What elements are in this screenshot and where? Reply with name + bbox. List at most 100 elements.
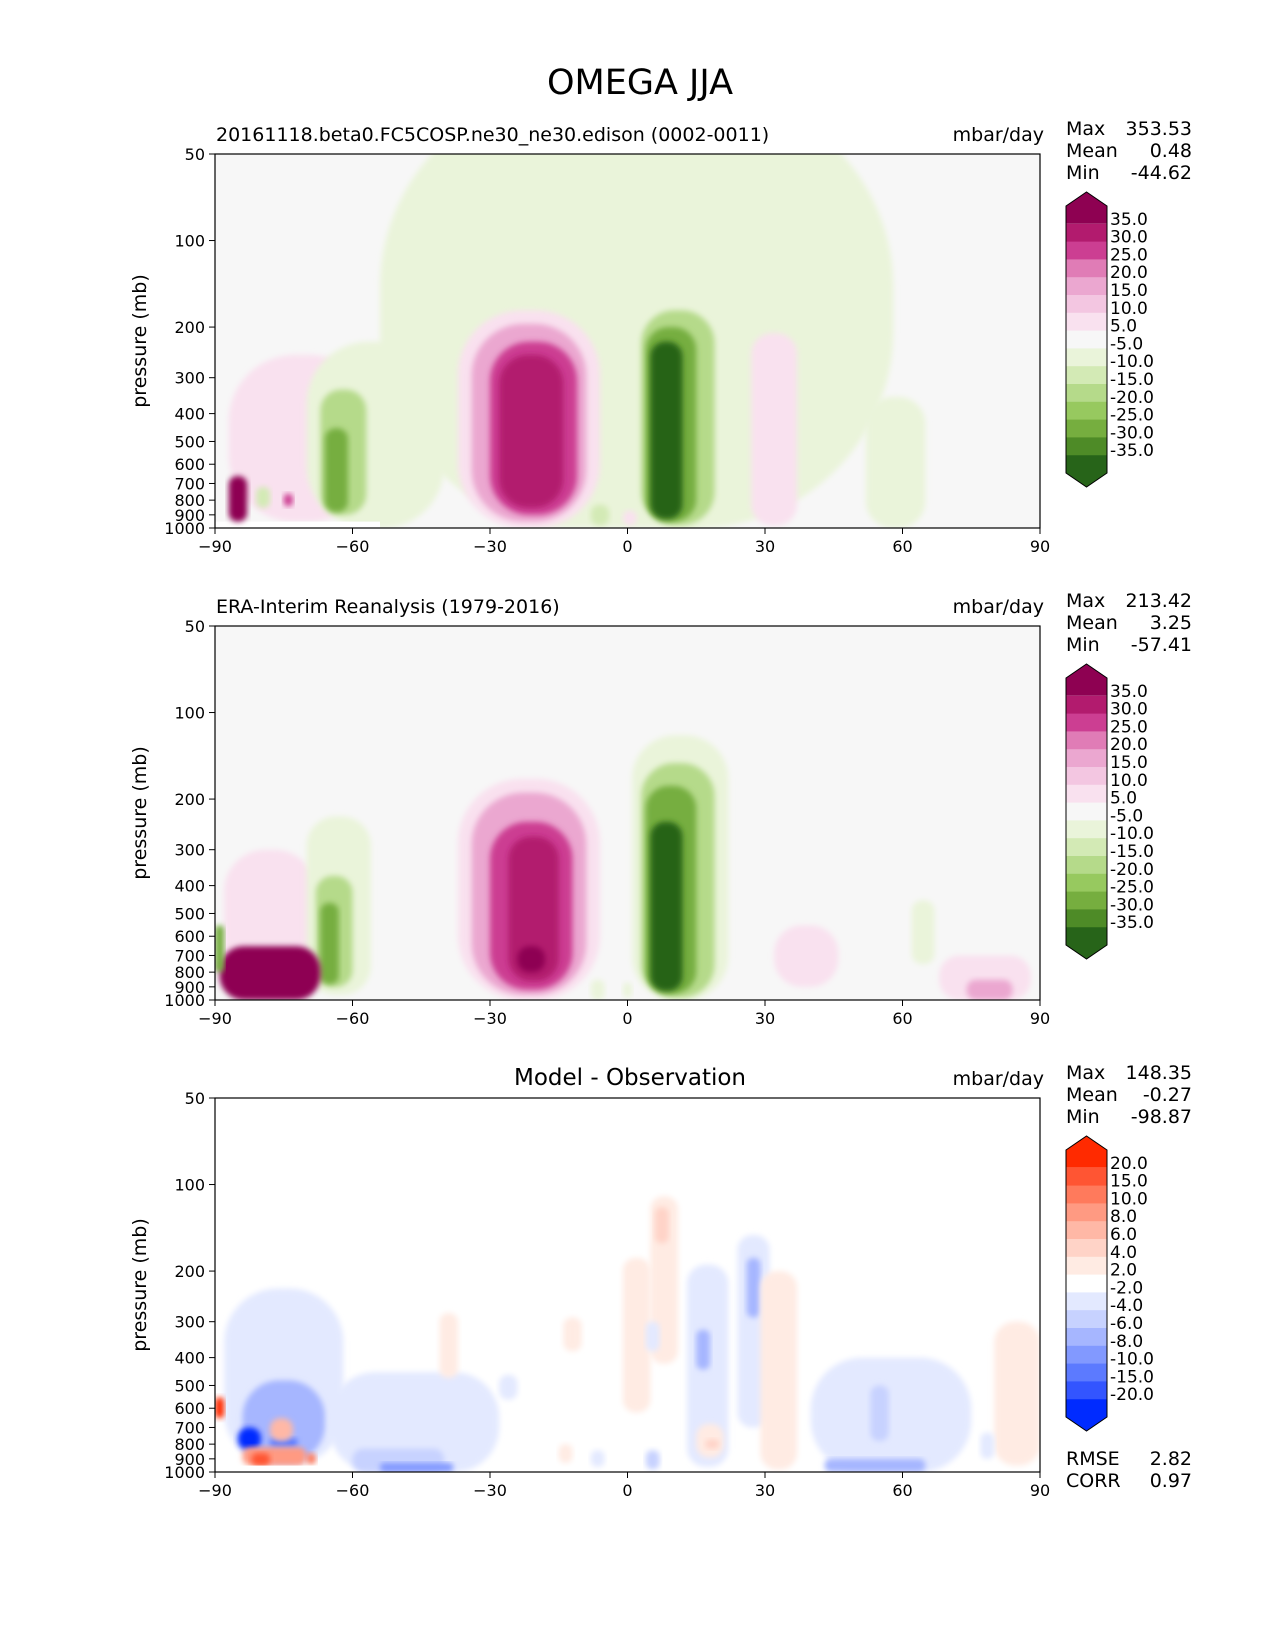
y-tick-label-diff-0: 50: [185, 1089, 205, 1108]
contour-region-diff-7: [306, 1453, 316, 1465]
colorbar-swatch-diff-9: [1066, 1310, 1107, 1329]
contour-region-diff-30: [810, 1357, 972, 1472]
colorbar-swatch-obs-2: [1066, 713, 1107, 732]
colorbar-swatch-model-7: [1066, 330, 1107, 349]
colorbar-label-diff-1: 15.0: [1110, 1172, 1148, 1192]
colorbar-label-obs-10: -20.0: [1110, 860, 1154, 880]
contour-region-diff-5: [251, 1453, 270, 1466]
colorbar-swatch-obs-9: [1066, 838, 1107, 857]
x-tick-label-obs-1: −60: [336, 1009, 370, 1028]
colorbar-label-model-2: 25.0: [1110, 245, 1148, 265]
panel-diff-contours: [215, 1196, 1040, 1472]
contour-region-model-17: [215, 521, 380, 528]
colorbar-label-obs-11: -25.0: [1110, 878, 1154, 898]
colorbar-label-diff-8: -4.0: [1110, 1296, 1143, 1316]
colorbar-label-obs-5: 10.0: [1110, 771, 1148, 791]
x-tick-label-diff-6: 90: [1030, 1481, 1050, 1500]
colorbar-swatch-diff-7: [1066, 1274, 1107, 1293]
contour-region-model-12: [650, 341, 683, 519]
x-tick-label-obs-2: −30: [473, 1009, 507, 1028]
colorbar-label-diff-0: 20.0: [1110, 1154, 1148, 1174]
colorbar-label-diff-7: -2.0: [1110, 1278, 1143, 1298]
panel-model-ylabel: pressure (mb): [129, 274, 151, 408]
colorbar-label-model-9: -15.0: [1110, 370, 1154, 390]
colorbar-label-obs-3: 20.0: [1110, 735, 1148, 755]
colorbar-swatch-model-8: [1066, 348, 1107, 367]
y-tick-label-obs-4: 400: [174, 877, 205, 896]
colorbar-swatch-diff-3: [1066, 1203, 1107, 1222]
y-tick-label-model-8: 800: [174, 491, 205, 510]
x-tick-label-model-1: −60: [336, 537, 370, 556]
y-tick-label-model-7: 700: [174, 474, 205, 493]
panel-diff-min-label: Min: [1066, 1106, 1100, 1128]
colorbar-label-diff-3: 8.0: [1110, 1207, 1137, 1227]
colorbar-label-obs-4: 15.0: [1110, 753, 1148, 773]
panel-diff-max-label: Max: [1066, 1062, 1105, 1084]
panel-model-max-label: Max: [1066, 118, 1105, 140]
colorbar-outline-obs: [1065, 663, 1108, 960]
contour-region-obs-10: [517, 946, 545, 973]
contour-region-model-19: [256, 486, 270, 508]
colorbar-label-model-8: -10.0: [1110, 352, 1154, 372]
x-tick-label-obs-5: 60: [892, 1009, 912, 1028]
y-tick-label-model-9: 900: [174, 506, 205, 525]
x-tick-label-obs-6: 90: [1030, 1009, 1050, 1028]
contour-region-obs-16: [911, 900, 935, 965]
contour-region-obs-3: [320, 903, 339, 985]
contour-region-diff-8: [215, 1397, 225, 1419]
y-tick-label-obs-2: 200: [174, 790, 205, 809]
panel-diff-corr-label: CORR: [1066, 1470, 1121, 1492]
y-tick-label-diff-1: 100: [174, 1176, 205, 1195]
panel-obs-ylabel: pressure (mb): [129, 746, 151, 880]
figure-title: OMEGA JJA: [547, 63, 733, 103]
panel-diff-colorbar: 20.015.010.08.06.04.02.0-2.0-4.0-6.0-8.0…: [1065, 1135, 1154, 1432]
contour-region-diff-6: [270, 1418, 293, 1441]
colorbar-label-obs-2: 25.0: [1110, 717, 1148, 737]
contour-region-diff-26: [705, 1439, 720, 1449]
panel-obs-min-label: Min: [1066, 634, 1100, 656]
colorbar-outline-model: [1065, 191, 1108, 488]
y-tick-label-obs-1: 100: [174, 704, 205, 723]
colorbar-swatch-obs-14: [1066, 927, 1107, 959]
colorbar-swatch-obs-10: [1066, 856, 1107, 875]
panel-model-min-label: Min: [1066, 162, 1100, 184]
contour-region-diff-14: [563, 1317, 582, 1352]
x-tick-label-model-5: 60: [892, 537, 912, 556]
contour-region-diff-24: [760, 1271, 798, 1470]
colorbar-label-obs-8: -10.0: [1110, 824, 1154, 844]
x-tick-label-obs-4: 30: [755, 1009, 775, 1028]
colorbar-swatch-diff-0: [1066, 1136, 1107, 1168]
contour-region-model-8: [499, 354, 564, 508]
panel-obs-units: mbar/day: [953, 596, 1044, 618]
colorbar-swatch-obs-8: [1066, 820, 1107, 839]
panel-diff-rmse: 2.82: [1150, 1448, 1192, 1470]
contour-region-obs-9: [508, 836, 559, 982]
contour-region-obs-15: [774, 925, 839, 987]
y-tick-label-model-10: 1000: [164, 519, 205, 538]
colorbar-swatch-model-13: [1066, 437, 1107, 456]
y-tick-label-obs-0: 50: [185, 617, 205, 636]
y-tick-label-model-6: 600: [174, 455, 205, 474]
colorbar-swatch-model-0: [1066, 192, 1107, 224]
y-tick-label-obs-10: 1000: [164, 991, 205, 1010]
y-tick-label-obs-8: 800: [174, 963, 205, 982]
panel-obs-mean: 3.25: [1150, 612, 1192, 634]
panel-diff: Model - Observation mbar/day Max 148.35 …: [129, 1062, 1192, 1500]
contour-region-model-15: [590, 504, 610, 526]
panel-obs-contours: [215, 735, 1031, 1000]
x-tick-label-model-0: −90: [198, 537, 232, 556]
panel-obs-max: 213.42: [1126, 590, 1192, 612]
contour-region-diff-15: [499, 1375, 518, 1400]
contour-region-obs-18: [966, 979, 1013, 1000]
contour-region-diff-10: [329, 1372, 500, 1472]
colorbar-label-diff-2: 10.0: [1110, 1189, 1148, 1209]
contour-region-diff-28: [590, 1450, 605, 1467]
colorbar-label-model-7: -5.0: [1110, 334, 1143, 354]
colorbar-swatch-obs-5: [1066, 767, 1107, 786]
panel-diff-corr: 0.97: [1150, 1470, 1192, 1492]
colorbar-swatch-diff-2: [1066, 1185, 1107, 1204]
colorbar-swatch-diff-10: [1066, 1328, 1107, 1347]
colorbar-swatch-model-14: [1066, 455, 1107, 487]
contour-region-diff-16: [622, 1257, 651, 1413]
y-tick-label-diff-8: 800: [174, 1435, 205, 1454]
